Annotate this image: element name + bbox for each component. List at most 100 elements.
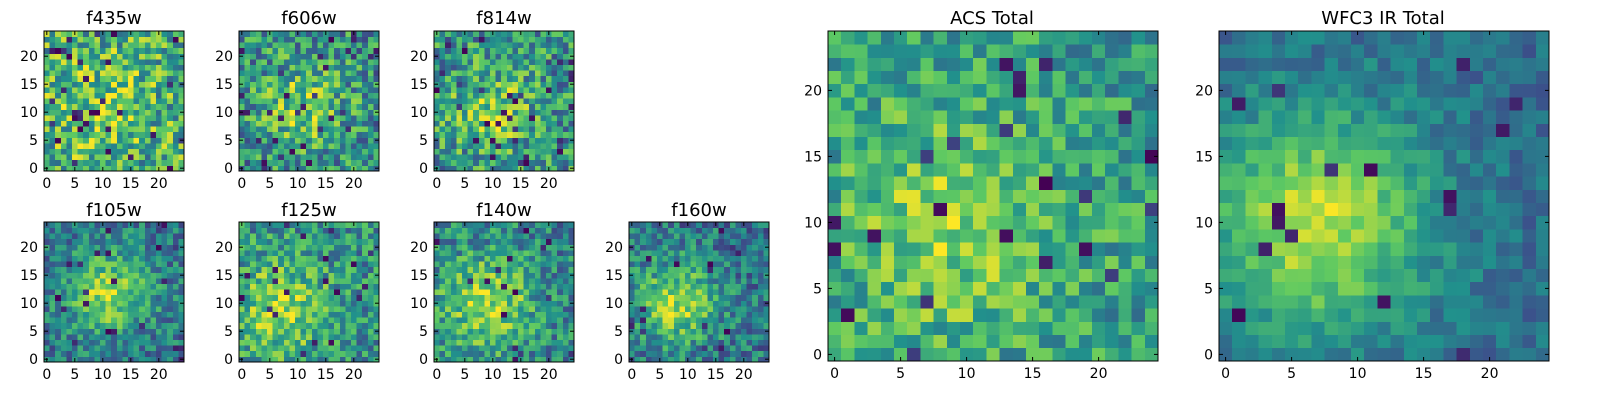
heatmap-cell xyxy=(311,98,318,105)
heatmap-cell xyxy=(973,334,987,349)
heatmap-cell xyxy=(495,148,502,155)
heatmap-cell xyxy=(634,328,641,335)
heatmap-cell xyxy=(49,120,56,127)
heatmap-cell xyxy=(66,115,73,121)
heatmap-cell xyxy=(178,261,185,268)
heatmap-cell xyxy=(657,306,663,312)
heatmap-cell xyxy=(933,281,948,296)
heatmap-cell xyxy=(72,143,78,149)
heatmap-cell xyxy=(534,244,541,251)
heatmap-cell xyxy=(562,261,569,268)
heatmap-cell xyxy=(300,222,307,228)
heatmap-cell xyxy=(434,148,440,155)
heatmap-cell xyxy=(306,334,313,340)
heatmap-cell xyxy=(77,317,84,324)
heatmap-cell xyxy=(679,227,686,234)
heatmap-cell xyxy=(512,261,519,268)
heatmap-cell xyxy=(894,215,908,230)
heatmap-cell xyxy=(144,36,151,43)
heatmap-cell xyxy=(311,345,318,352)
heatmap-cell xyxy=(1026,176,1040,190)
heatmap-cell xyxy=(295,120,301,127)
heatmap-cell xyxy=(83,345,90,352)
heatmap-cell xyxy=(122,289,129,296)
heatmap-cell xyxy=(456,137,463,144)
heatmap-cell xyxy=(651,272,658,279)
heatmap-cell xyxy=(434,92,440,99)
heatmap-cell xyxy=(523,137,530,144)
heatmap-cell xyxy=(685,345,691,352)
heatmap-cell xyxy=(467,143,474,149)
heatmap-cell xyxy=(289,300,296,307)
heatmap-cell xyxy=(255,322,262,329)
heatmap-cell xyxy=(713,227,719,234)
heatmap-cell xyxy=(867,242,882,256)
heatmap-cell xyxy=(362,272,369,279)
heatmap-cell xyxy=(478,294,485,301)
heatmap-cell xyxy=(94,289,101,296)
heatmap-cell xyxy=(250,92,257,99)
heatmap-cell xyxy=(445,159,452,166)
heatmap-cell xyxy=(55,131,62,138)
heatmap-cell xyxy=(501,70,508,77)
heatmap-cell xyxy=(434,75,440,82)
heatmap-cell xyxy=(250,31,257,37)
heatmap-cell xyxy=(362,31,369,37)
heatmap-cell xyxy=(306,294,313,301)
heatmap-cell xyxy=(707,328,714,335)
heatmap-cell xyxy=(244,47,251,54)
heatmap-cell xyxy=(462,328,468,335)
heatmap-cell xyxy=(88,64,95,71)
heatmap-cell xyxy=(462,300,468,307)
x-tick-label: 10 xyxy=(289,367,307,383)
heatmap-cell xyxy=(367,261,374,268)
heatmap-cell xyxy=(323,233,329,240)
heatmap-cell xyxy=(133,109,140,116)
heatmap-cell xyxy=(250,306,257,312)
heatmap-cell xyxy=(239,59,245,65)
y-tick-label: 10 xyxy=(215,105,233,121)
heatmap-cell xyxy=(289,222,296,228)
heatmap-cell xyxy=(828,321,842,335)
heatmap-cell xyxy=(272,255,279,262)
heatmap-cell xyxy=(490,103,496,110)
heatmap-cell xyxy=(111,261,118,268)
heatmap-cell xyxy=(83,266,90,273)
heatmap-cell xyxy=(490,120,496,127)
heatmap-cell xyxy=(718,261,725,268)
heatmap-cell xyxy=(244,255,251,262)
heatmap-cell xyxy=(490,159,496,166)
heatmap-cell xyxy=(66,300,73,307)
heatmap-cell xyxy=(741,339,747,346)
heatmap-cell xyxy=(467,31,474,37)
heatmap-cell xyxy=(523,222,530,228)
heatmap-cell xyxy=(557,328,564,335)
heatmap-cell xyxy=(116,272,123,279)
heatmap-cell xyxy=(351,103,357,110)
heatmap-cell xyxy=(161,92,168,99)
heatmap-cell xyxy=(300,120,307,127)
heatmap-cell xyxy=(718,222,725,228)
heatmap-cell xyxy=(557,283,564,290)
heatmap-cell xyxy=(518,334,524,340)
heatmap-cell xyxy=(356,148,363,155)
heatmap-cell xyxy=(763,227,770,234)
heatmap-cell xyxy=(490,59,496,65)
heatmap-cell xyxy=(49,272,56,279)
heatmap-cell xyxy=(529,261,536,268)
heatmap-cell xyxy=(161,250,168,256)
heatmap-cell xyxy=(60,126,67,133)
heatmap-cell xyxy=(239,334,245,340)
heatmap-cell xyxy=(1144,347,1159,362)
heatmap-cell xyxy=(450,311,457,318)
heatmap-cell xyxy=(351,294,357,301)
heatmap-cell xyxy=(295,59,301,65)
heatmap-cell xyxy=(568,238,575,245)
heatmap-cell xyxy=(94,222,101,228)
heatmap-cell xyxy=(239,148,245,155)
heatmap-cell xyxy=(167,306,174,312)
heatmap-cell xyxy=(161,289,168,296)
heatmap-cell xyxy=(77,322,84,329)
heatmap-cell xyxy=(150,278,157,284)
heatmap-cell xyxy=(150,143,157,149)
